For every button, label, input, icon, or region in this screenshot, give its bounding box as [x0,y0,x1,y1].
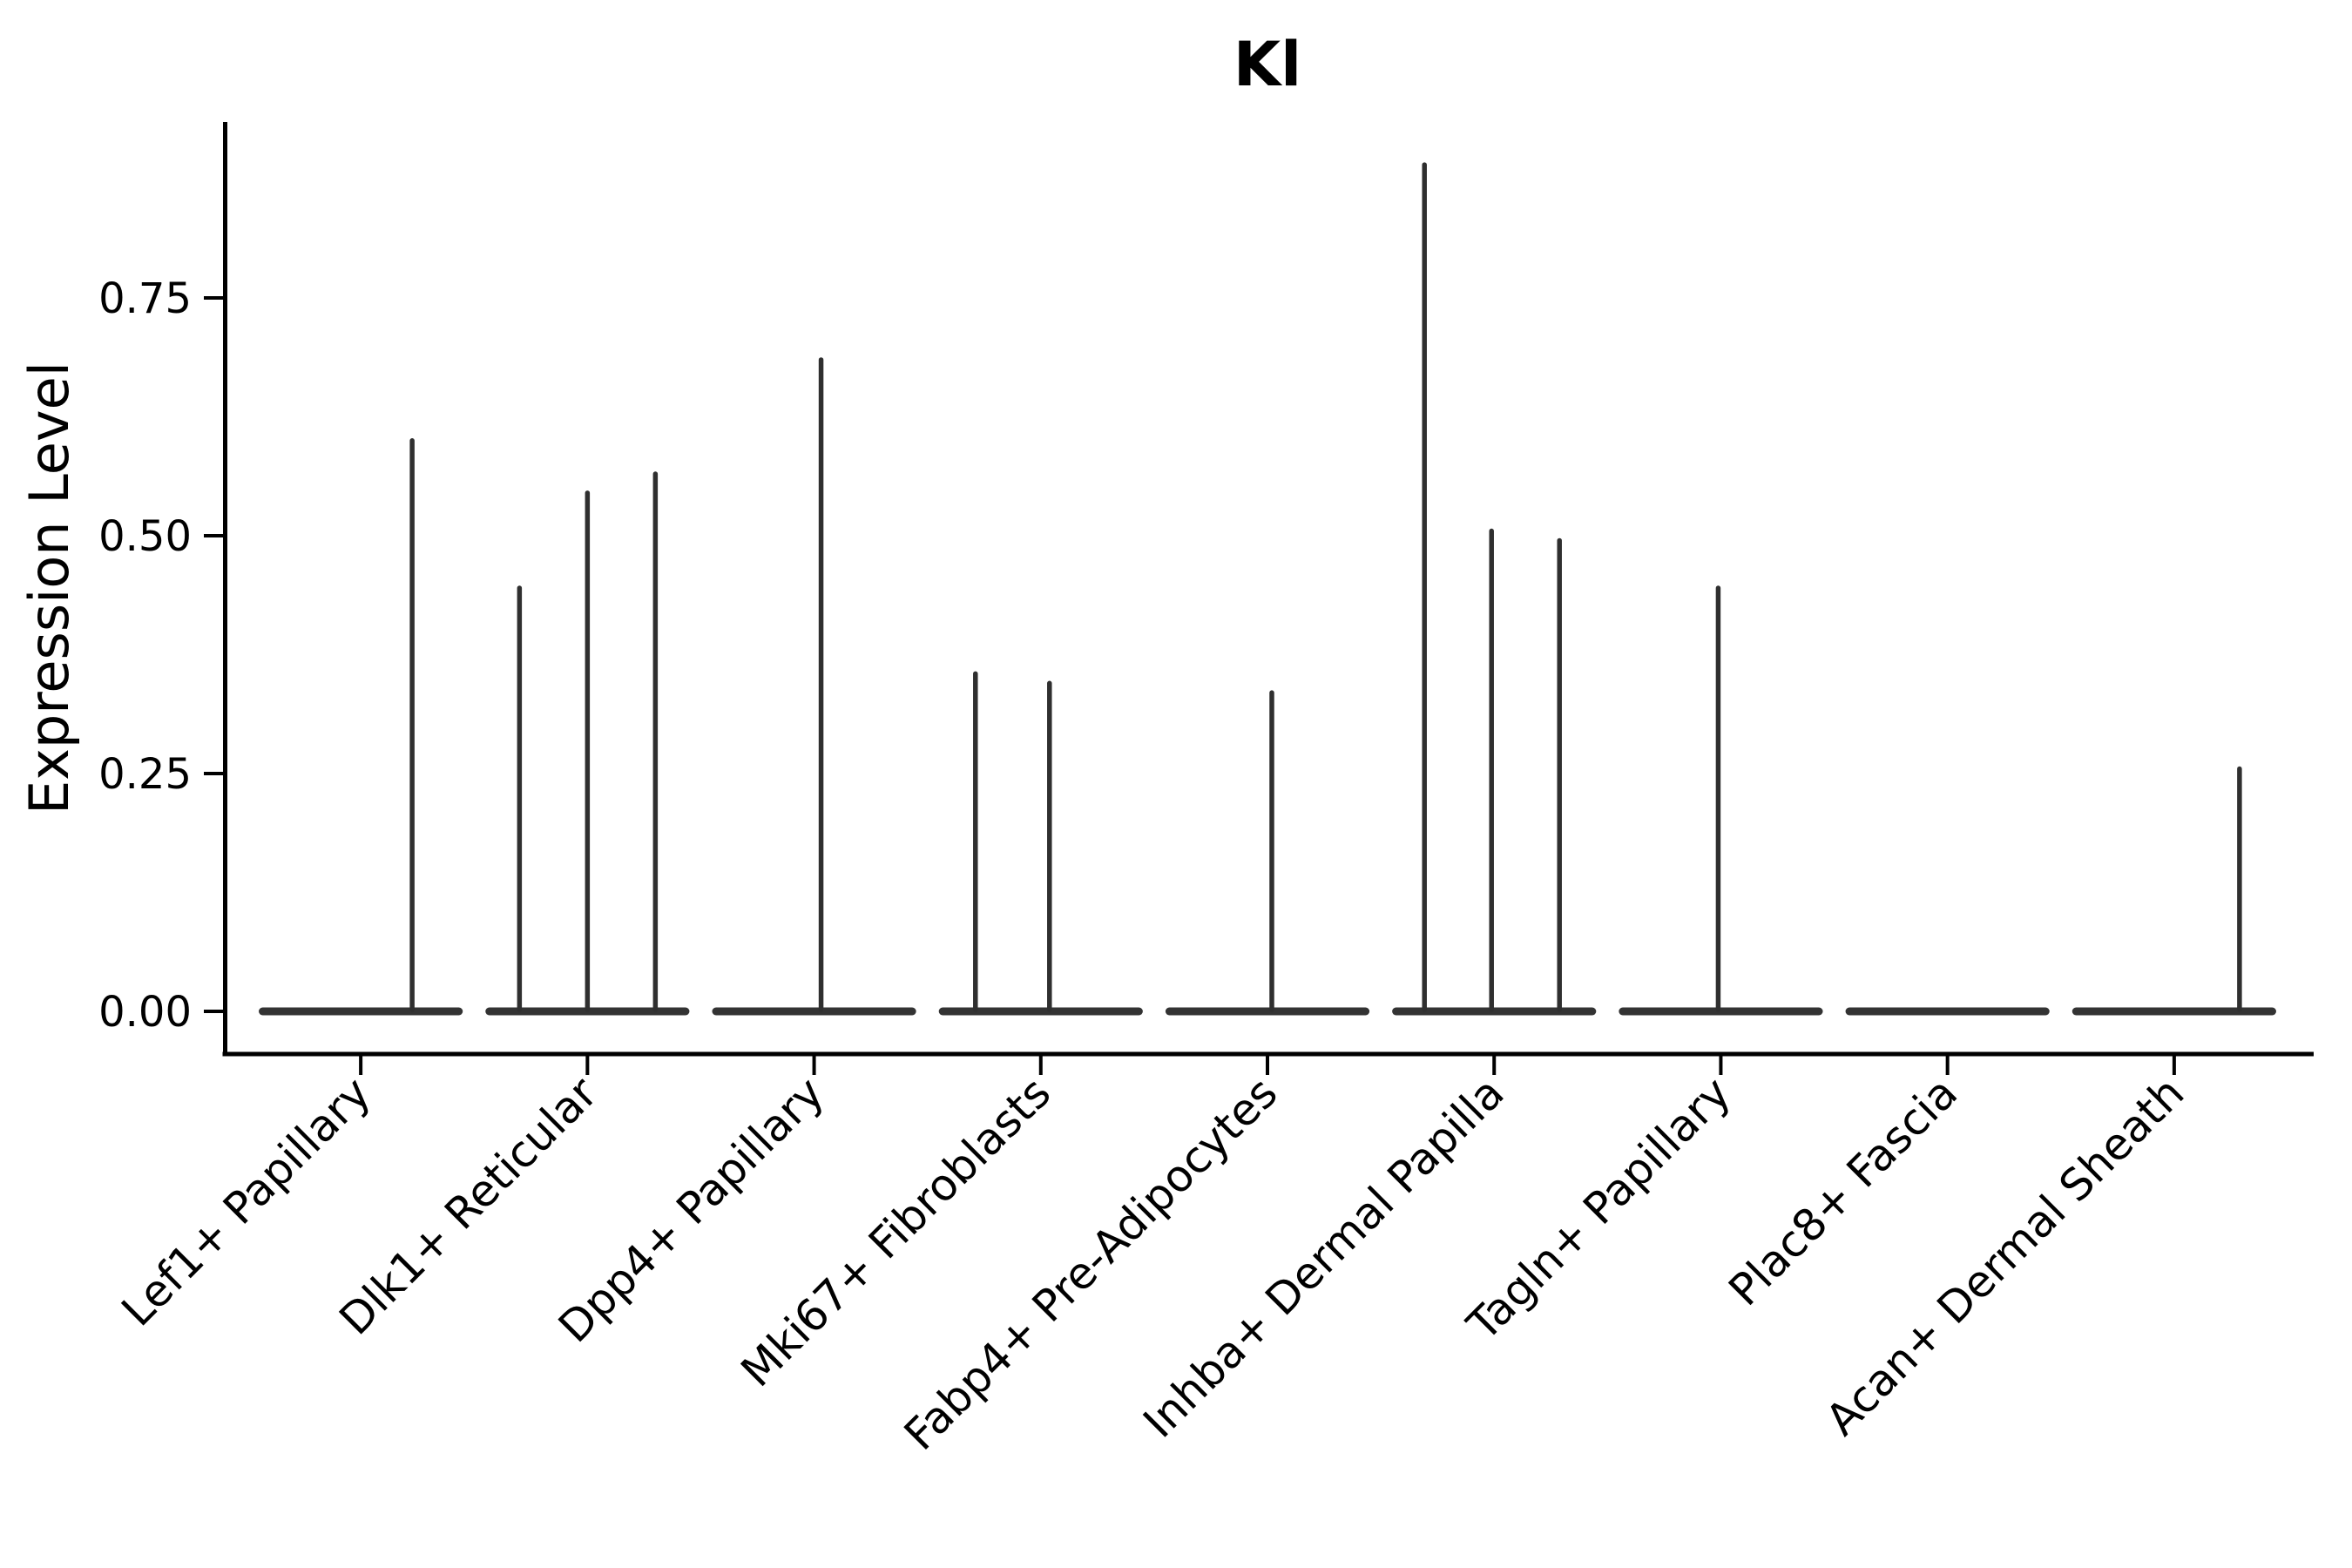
violin-body [1619,1007,1823,1016]
violin-body [1845,1007,2050,1016]
y-axis-label: Expression Level [17,362,81,814]
violin-body [1165,1007,1370,1016]
x-tick-label: Plac8+ Fascia [1719,1067,1967,1315]
violin-layer [259,162,2276,1016]
y-tick-label: 0.25 [98,750,192,799]
violin-body [712,1007,916,1016]
x-tick-label: Inhba+ Dermal Papilla [1133,1067,1513,1447]
violin-body [2072,1007,2276,1016]
violin-body [938,1007,1143,1016]
x-tick-label: Lef1+ Papillary [112,1067,381,1335]
y-tick-label: 0.00 [98,988,192,1037]
y-tick-label: 0.75 [98,274,192,323]
violin-body [259,1007,463,1016]
y-tick-label: 0.50 [98,512,192,561]
chart-title: Kl [1233,29,1301,100]
x-tick-label: Acan+ Dermal Sheath [1816,1067,2194,1445]
x-tick-label: Fabp4+ Pre-Adipocytes [895,1067,1288,1460]
violin-body [1392,1007,1597,1016]
